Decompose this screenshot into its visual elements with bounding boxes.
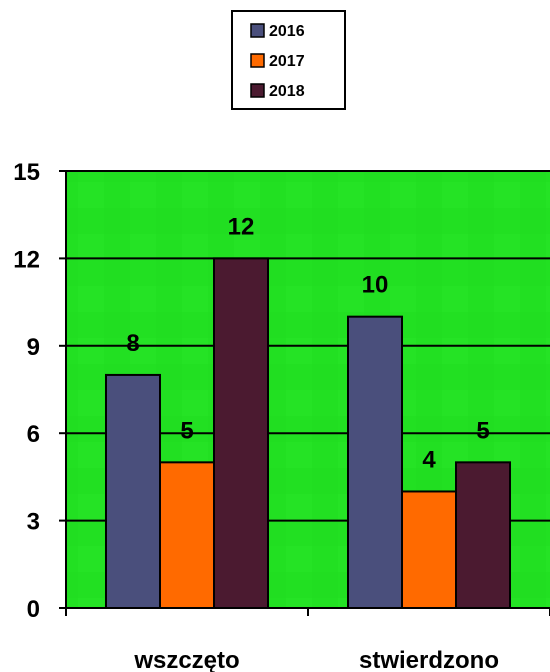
y-tick-label: 6 [27, 421, 40, 448]
data-label: 12 [228, 213, 255, 240]
bars [105, 257, 511, 610]
y-tick-label: 3 [27, 509, 40, 536]
data-labels: 8 5 12 10 4 5 [126, 213, 489, 473]
data-label: 10 [362, 272, 389, 299]
legend-label: 2018 [269, 83, 305, 100]
y-tick-label: 12 [13, 246, 40, 273]
bar-2018-1 [213, 257, 269, 609]
data-label: 5 [180, 417, 193, 444]
y-axis-ticks: 0 3 6 9 12 15 [13, 159, 66, 623]
data-label: 8 [126, 330, 139, 357]
data-label: 4 [422, 446, 436, 473]
y-tick-label: 0 [27, 596, 40, 623]
legend-swatch-2016 [250, 23, 265, 38]
legend-label: 2016 [269, 23, 305, 40]
legend-label: 2017 [269, 53, 305, 70]
bar-2018-2 [455, 461, 511, 610]
y-tick-label: 9 [27, 334, 40, 361]
bar-2016-2 [347, 315, 403, 609]
bar-2016-1 [105, 373, 161, 609]
legend: 2016 2017 2018 [231, 10, 346, 110]
legend-swatch-2018 [250, 83, 265, 98]
bar-2017-1 [159, 461, 215, 610]
legend-swatch-2017 [250, 53, 265, 68]
x-category-label: wszczęto [133, 647, 239, 672]
data-label: 5 [476, 417, 489, 444]
x-category-label: stwierdzono [359, 647, 499, 672]
bar-2017-2 [401, 490, 457, 610]
y-tick-label: 15 [13, 159, 40, 186]
x-axis-ticks: wszczęto stwierdzono [65, 608, 550, 672]
